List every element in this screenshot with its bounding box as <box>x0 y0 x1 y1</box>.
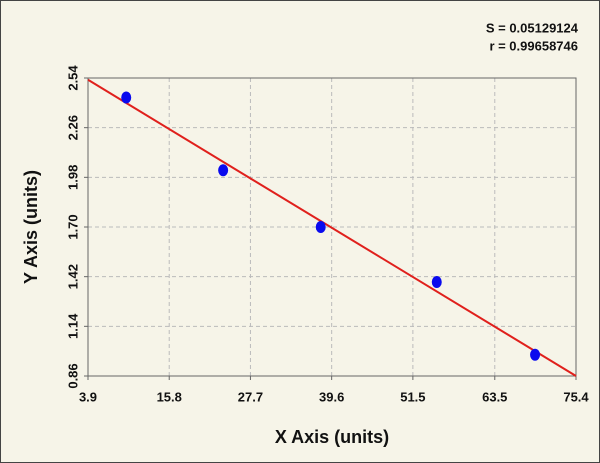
point <box>431 275 442 288</box>
point <box>121 91 132 104</box>
stat-r: r = 0.99658746 <box>489 38 578 53</box>
point <box>218 164 229 177</box>
point <box>315 221 326 233</box>
y-tick-label: 1.98 <box>65 165 80 190</box>
y-tick-label: 1.70 <box>65 214 80 239</box>
plot-area <box>87 77 577 377</box>
fit-line <box>87 78 577 377</box>
x-axis-title: X Axis (units) <box>275 427 389 447</box>
y-tick-label: 2.26 <box>65 115 80 140</box>
y-tick-label: 1.42 <box>65 264 80 289</box>
x-tick-label: 15.8 <box>157 389 182 404</box>
x-tick-label: 75.4 <box>563 389 589 404</box>
x-tick-label: 3.9 <box>79 389 97 404</box>
stat-s: S = 0.05129124 <box>486 20 579 35</box>
x-tick-label: 51.5 <box>400 389 425 404</box>
x-tick-label: 63.5 <box>482 389 507 404</box>
point <box>530 348 541 361</box>
x-tick-label: 39.6 <box>319 389 344 404</box>
y-tick-label: 0.86 <box>65 363 80 388</box>
y-tick-label: 2.54 <box>65 65 80 91</box>
x-tick-label: 27.7 <box>238 389 263 404</box>
y-tick-label: 1.14 <box>65 313 80 339</box>
y-axis-title: Y Axis (units) <box>21 170 41 284</box>
